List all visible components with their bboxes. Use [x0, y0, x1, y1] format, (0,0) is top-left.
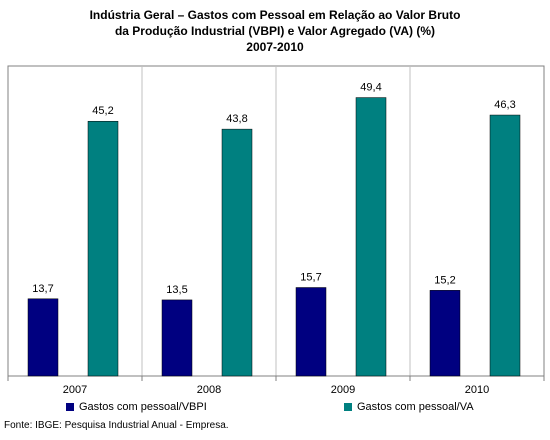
bar-vbpi-2010	[429, 290, 461, 377]
legend-swatch-va	[344, 403, 352, 411]
chart-title-line-1: Indústria Geral – Gastos com Pessoal em …	[89, 8, 461, 22]
bar-va-2009	[355, 97, 387, 377]
chart-title: Indústria Geral – Gastos com Pessoal em …	[0, 7, 550, 55]
x-tick-label-2007: 2007	[63, 384, 87, 396]
data-label-vbpi-2007: 13,7	[32, 283, 53, 295]
source-note: Fonte: IBGE: Pesquisa Industrial Anual -…	[4, 420, 229, 431]
data-label-vbpi-2009: 15,7	[300, 272, 321, 284]
x-tick-label-2010: 2010	[465, 384, 489, 396]
x-tick-label-2009: 2009	[331, 384, 355, 396]
data-label-vbpi-2010: 15,2	[434, 274, 455, 286]
data-label-va-2007: 45,2	[92, 105, 113, 117]
bar-va-2007	[87, 120, 119, 377]
bar-va-2008	[221, 128, 253, 377]
chart-legend: Gastos com pessoal/VBPI Gastos com pesso…	[0, 401, 550, 417]
legend-label-vbpi: Gastos com pessoal/VBPI	[79, 401, 207, 413]
data-label-va-2009: 49,4	[360, 82, 381, 94]
chart-title-line-2: da Produção Industrial (VBPI) e Valor Ag…	[114, 24, 436, 38]
bar-va-2010	[489, 114, 521, 377]
bar-vbpi-2007	[27, 298, 59, 377]
legend-swatch-vbpi	[66, 403, 74, 411]
data-label-va-2008: 43,8	[226, 113, 247, 125]
legend-item-vbpi: Gastos com pessoal/VBPI	[66, 401, 207, 413]
bar-vbpi-2009	[295, 287, 327, 377]
x-tick-label-2008: 2008	[197, 384, 221, 396]
legend-item-va: Gastos com pessoal/VA	[344, 401, 474, 413]
data-label-vbpi-2008: 13,5	[166, 284, 187, 296]
legend-label-va: Gastos com pessoal/VA	[357, 401, 474, 413]
data-label-va-2010: 46,3	[494, 99, 515, 111]
chart-title-line-3: 2007-2010	[246, 40, 304, 54]
bar-vbpi-2008	[161, 299, 193, 377]
